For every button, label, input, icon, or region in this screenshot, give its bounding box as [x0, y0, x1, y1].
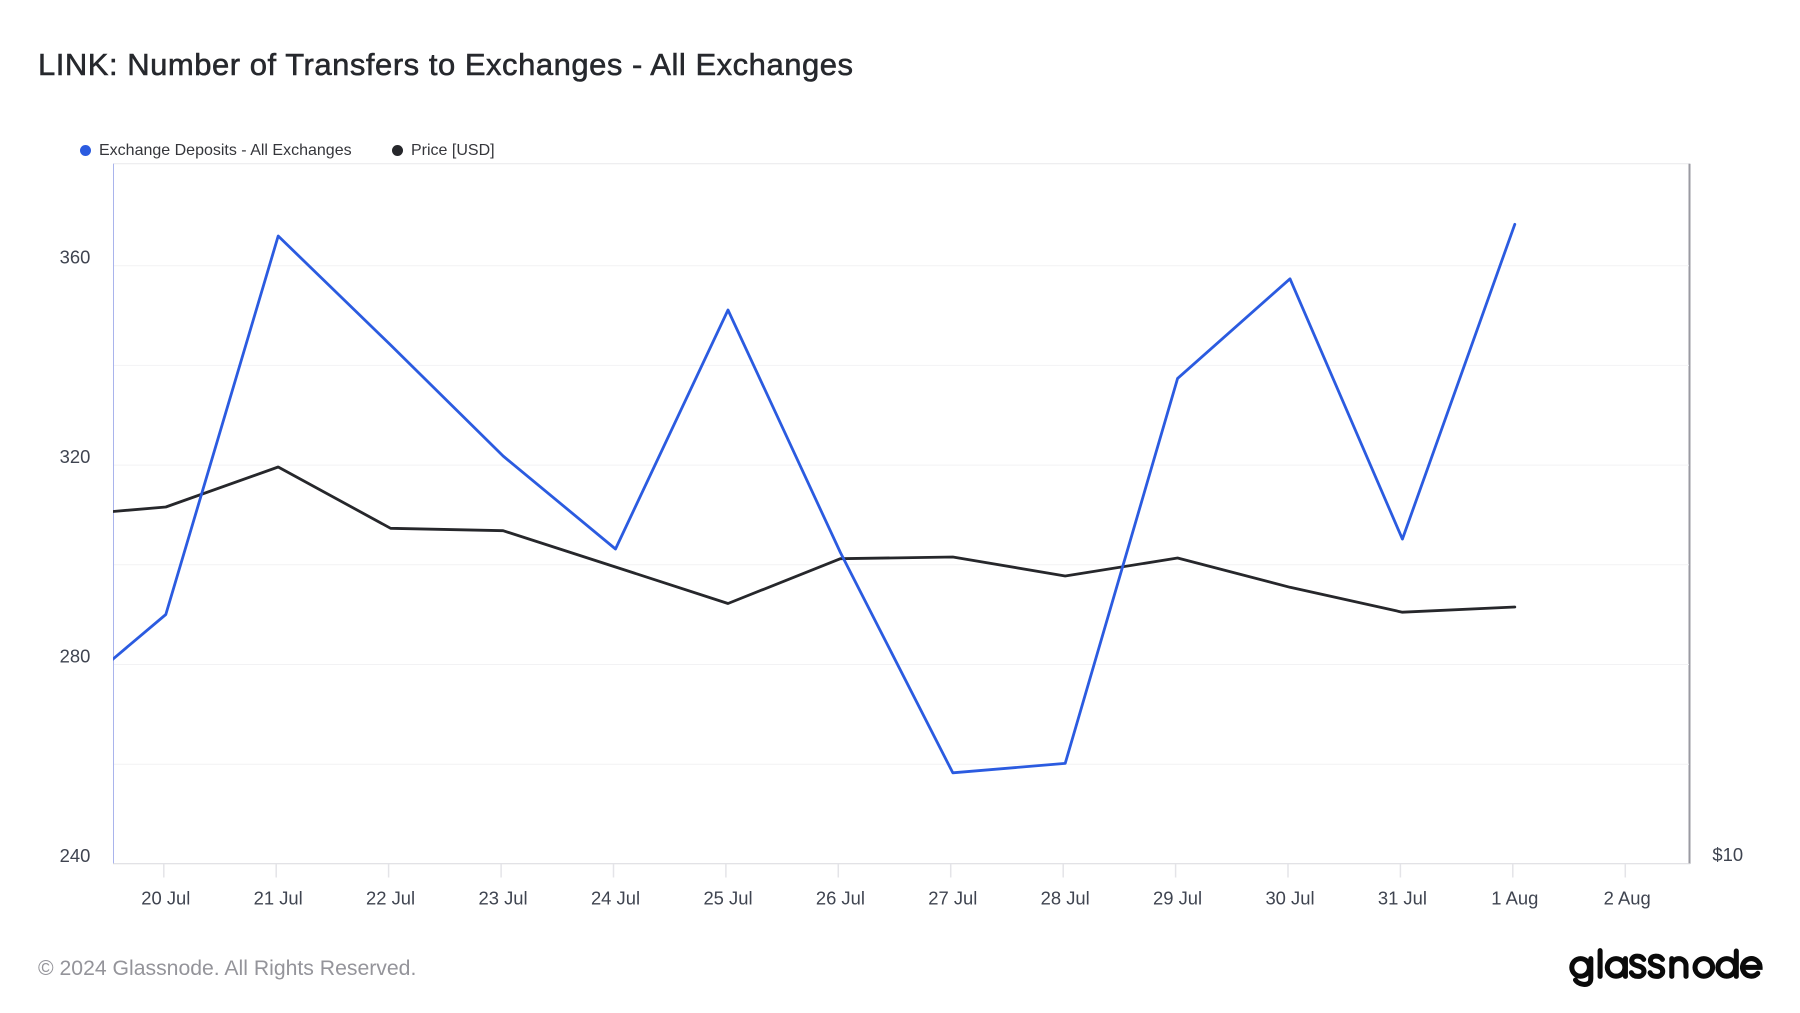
svg-text:30 Jul: 30 Jul [1265, 888, 1314, 909]
svg-text:20 Jul: 20 Jul [141, 888, 190, 909]
svg-text:240: 240 [60, 845, 91, 866]
svg-text:28 Jul: 28 Jul [1041, 888, 1090, 909]
svg-text:25 Jul: 25 Jul [703, 888, 752, 909]
svg-text:320: 320 [60, 446, 91, 467]
svg-text:26 Jul: 26 Jul [816, 888, 865, 909]
svg-text:29 Jul: 29 Jul [1153, 888, 1202, 909]
svg-text:21 Jul: 21 Jul [254, 888, 303, 909]
svg-text:1 Aug: 1 Aug [1491, 888, 1538, 909]
svg-text:24 Jul: 24 Jul [591, 888, 640, 909]
svg-text:$10: $10 [1712, 844, 1743, 865]
svg-text:280: 280 [60, 646, 91, 667]
svg-text:22 Jul: 22 Jul [366, 888, 415, 909]
svg-text:23 Jul: 23 Jul [479, 888, 528, 909]
svg-text:2 Aug: 2 Aug [1604, 888, 1651, 909]
svg-text:27 Jul: 27 Jul [928, 888, 977, 909]
svg-text:360: 360 [60, 247, 91, 268]
svg-text:31 Jul: 31 Jul [1378, 888, 1427, 909]
